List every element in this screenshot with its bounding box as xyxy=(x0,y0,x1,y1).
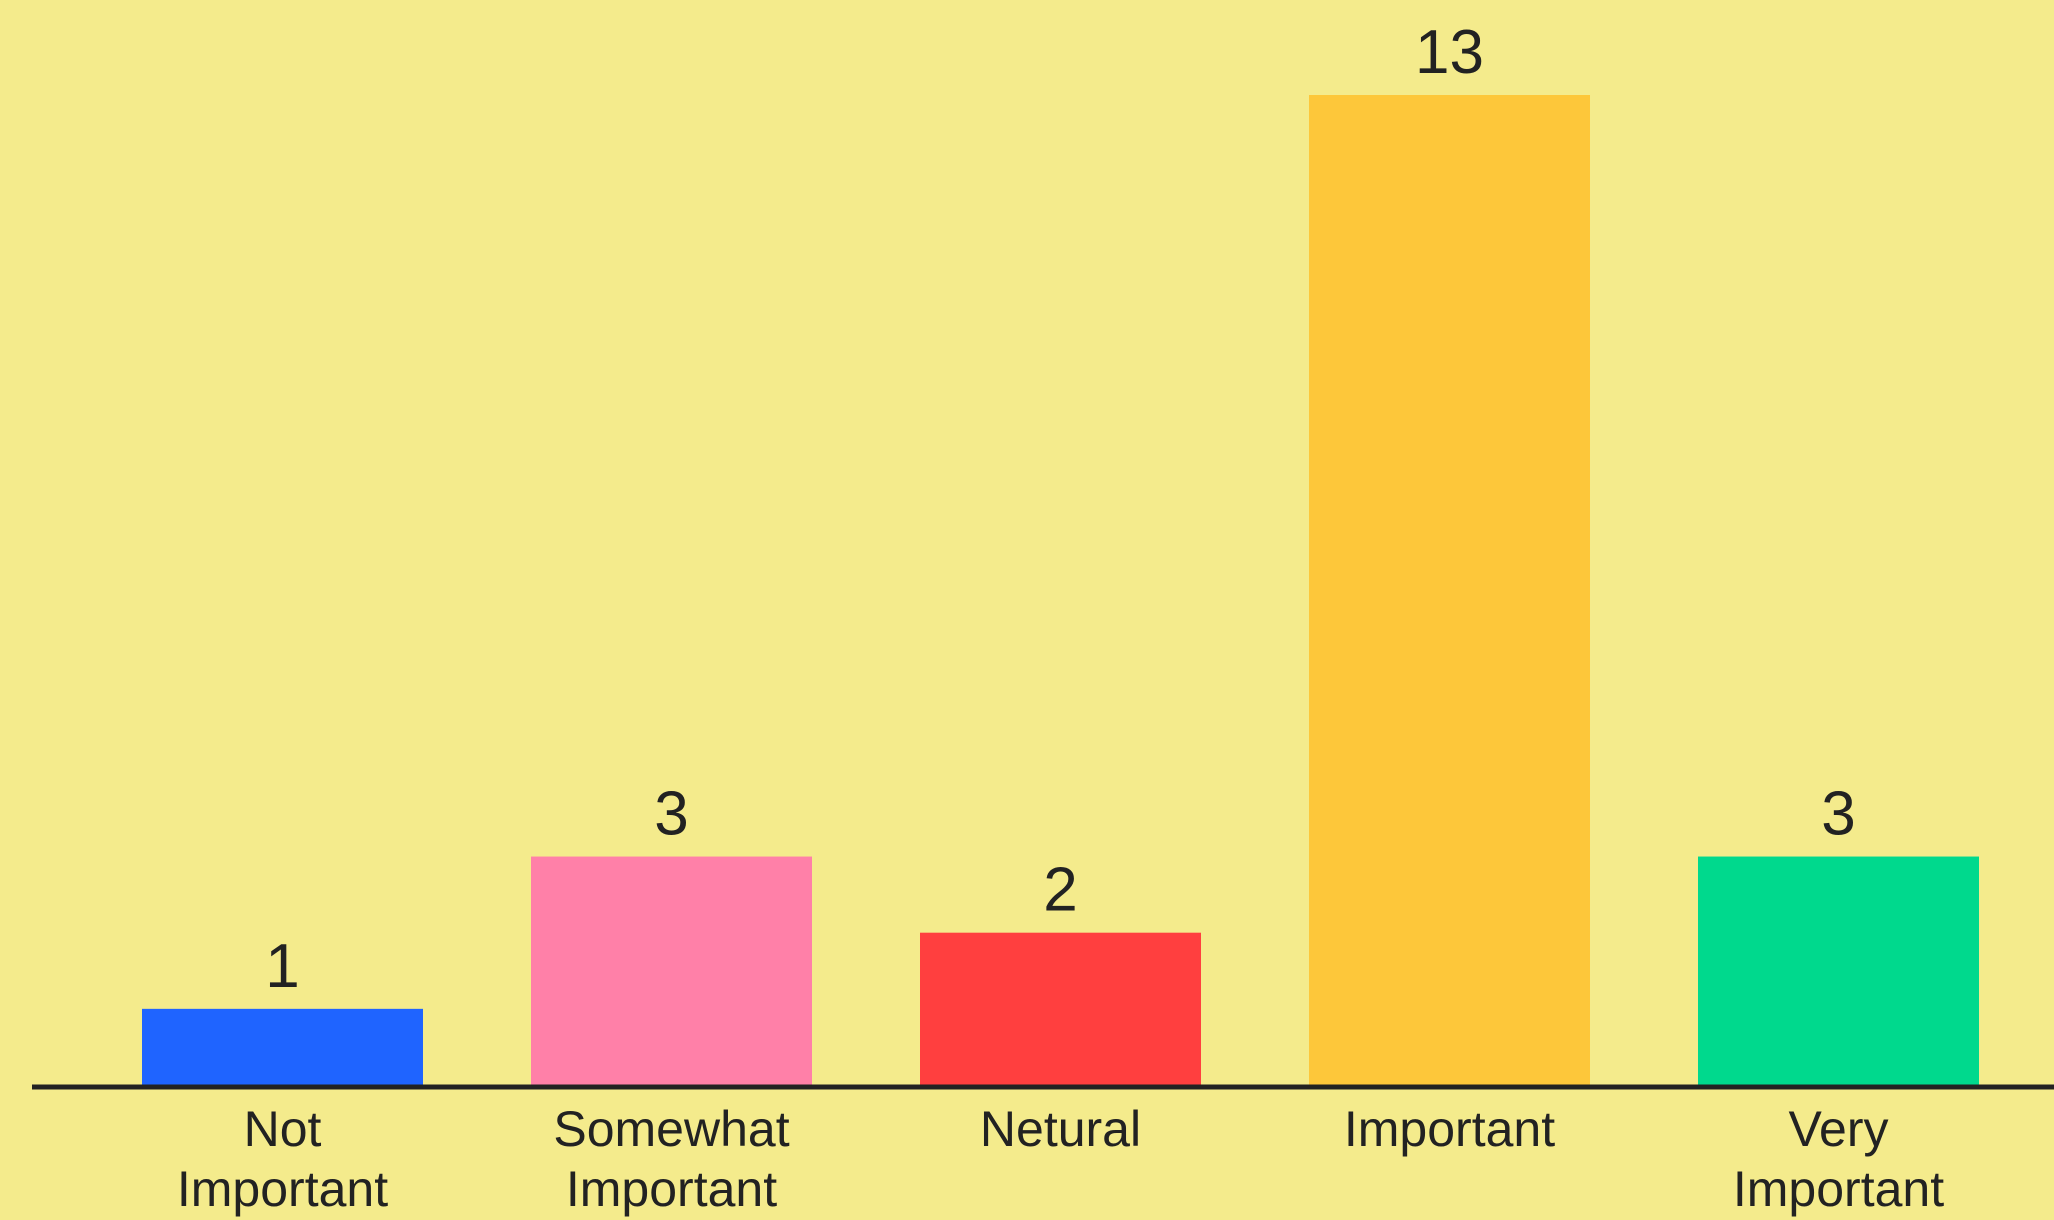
bars-group xyxy=(142,95,1979,1085)
bar-1 xyxy=(531,856,812,1085)
value-label-4: 3 xyxy=(1821,780,1855,849)
category-label-line: Very xyxy=(1788,1101,1888,1157)
bar-0 xyxy=(142,1008,423,1085)
category-label-1: Somewhat Important xyxy=(553,1101,789,1217)
category-label-line: Netural xyxy=(980,1101,1141,1157)
category-label-2: Netural xyxy=(980,1101,1141,1157)
category-label-line: Somewhat xyxy=(553,1101,789,1157)
bar-4 xyxy=(1698,856,1979,1085)
category-label-4: Very Important xyxy=(1733,1101,1944,1217)
bar-3 xyxy=(1309,95,1590,1085)
value-label-1: 3 xyxy=(654,780,688,849)
value-label-3: 13 xyxy=(1415,18,1484,87)
category-label-line: Not xyxy=(244,1101,322,1157)
category-label-0: Not Important xyxy=(177,1101,388,1217)
value-label-0: 1 xyxy=(265,932,299,1001)
value-label-2: 2 xyxy=(1043,856,1077,925)
category-label-3: Important xyxy=(1344,1101,1555,1157)
category-label-line: Important xyxy=(566,1161,777,1217)
category-label-line: Important xyxy=(177,1161,388,1217)
bar-2 xyxy=(920,932,1201,1085)
category-label-line: Important xyxy=(1733,1161,1944,1217)
category-label-line: Important xyxy=(1344,1101,1555,1157)
